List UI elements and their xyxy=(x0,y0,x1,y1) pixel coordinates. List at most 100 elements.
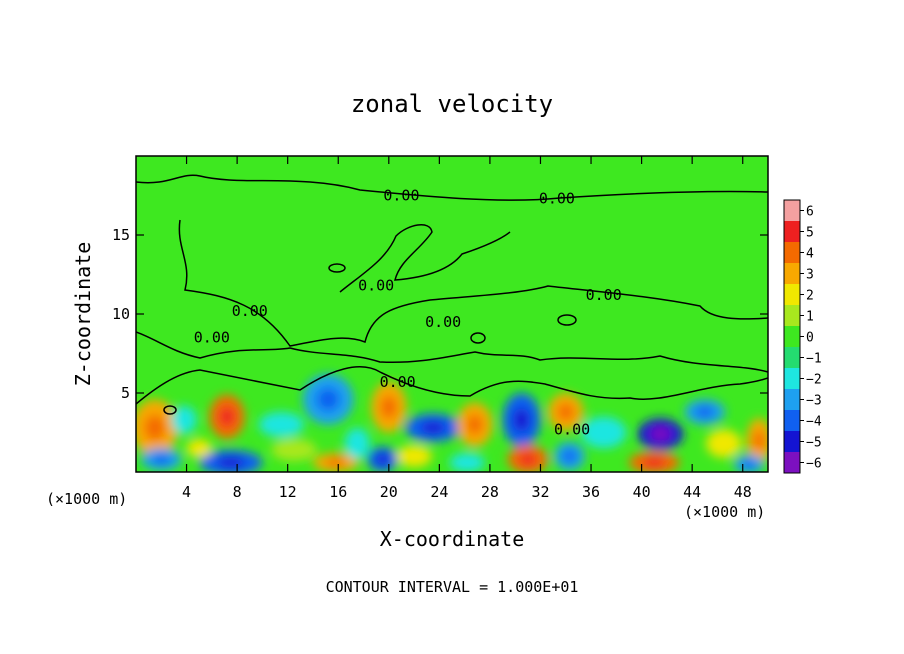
contour-line-boundary xyxy=(136,366,768,405)
colorbar-swatch xyxy=(784,368,800,390)
field-anomaly xyxy=(171,405,197,435)
contour-label: 0.00 xyxy=(358,277,394,295)
contour-line-middle xyxy=(178,219,768,347)
contour-label: 0.00 xyxy=(539,190,575,208)
colorbar-tick-label: 2 xyxy=(806,289,814,304)
y-axis: 5 10 15 xyxy=(112,226,768,402)
x-tick-label: 24 xyxy=(430,483,448,501)
x-tick-label: 12 xyxy=(279,483,297,501)
contour-line-inner xyxy=(339,224,511,293)
colorbar-tick-label: 4 xyxy=(806,247,814,262)
x-tick-label: 40 xyxy=(633,483,651,501)
field-anomaly xyxy=(344,427,370,460)
colorbar-tick-label: 3 xyxy=(806,268,814,283)
contour-loop xyxy=(557,314,577,326)
colorbar-swatch xyxy=(784,221,800,243)
velocity-field xyxy=(136,374,768,472)
contour-line-lower xyxy=(136,331,768,373)
colorbar-tick-label: −6 xyxy=(806,457,822,472)
colorbar-swatch xyxy=(784,305,800,327)
field-anomaly-core xyxy=(518,452,537,466)
x-tick-label: 20 xyxy=(380,483,398,501)
colorbar-swatch xyxy=(784,410,800,432)
x-axis: 4 8 12 16 20 24 28 32 36 40 44 48 xyxy=(182,156,752,501)
colorbar-swatch xyxy=(784,200,800,222)
contour-loop xyxy=(328,263,346,273)
y-tick-label: 15 xyxy=(112,226,130,244)
y-tick-label: 10 xyxy=(112,305,130,323)
contour-label: 0.00 xyxy=(586,286,622,304)
colorbar-tick-label: −1 xyxy=(806,352,822,367)
field-anomaly xyxy=(186,438,212,458)
contour-lines xyxy=(136,174,768,415)
colorbar-swatch xyxy=(784,242,800,264)
field-anomalies xyxy=(136,374,768,472)
field-anomaly-core xyxy=(642,457,666,468)
field-anomaly-core xyxy=(753,430,765,451)
colorbar-swatch xyxy=(784,263,800,285)
field-anomaly-core xyxy=(380,395,397,419)
field-anomaly-core xyxy=(152,454,171,465)
colorbar-tick-label: 1 xyxy=(806,310,814,325)
x-tick-label: 32 xyxy=(531,483,549,501)
colorbar-tick-label: −5 xyxy=(806,436,822,451)
colorbar-tick-label: 6 xyxy=(806,205,814,220)
colorbar-swatch xyxy=(784,389,800,411)
contour-labels: 0.00 0.000.000.000.000.000.000.000.00 xyxy=(194,187,622,439)
field-anomaly-core xyxy=(375,453,390,466)
colorbar-swatch xyxy=(784,284,800,306)
contour-interval-note: CONTOUR INTERVAL = 1.000E+01 xyxy=(326,578,579,596)
x-tick-label: 44 xyxy=(683,483,701,501)
colorbar-tick-label: −4 xyxy=(806,415,822,430)
x-tick-label: 8 xyxy=(233,483,242,501)
field-anomaly-core xyxy=(325,458,346,467)
field-anomaly xyxy=(706,429,742,458)
field-anomaly-core xyxy=(562,449,577,463)
x-unit-right: (×1000 m) xyxy=(684,503,765,521)
contour-label: 0.00 xyxy=(194,329,230,347)
colorbar-swatch xyxy=(784,452,800,474)
colorbar-tick-label: −3 xyxy=(806,394,822,409)
field-anomaly-core xyxy=(420,421,446,435)
field-anomaly-core xyxy=(316,387,340,411)
x-tick-label: 48 xyxy=(734,483,752,501)
y-axis-label: Z-coordinate xyxy=(71,242,95,387)
contour-label: 0.00 xyxy=(380,373,416,391)
colorbar-swatch xyxy=(784,431,800,453)
field-anomaly-core xyxy=(742,459,756,469)
colorbar-tick-label: 5 xyxy=(806,226,814,241)
field-anomaly xyxy=(396,445,432,468)
x-axis-label: X-coordinate xyxy=(380,527,525,551)
colorbar-swatch xyxy=(784,326,800,348)
chart-title: zonal velocity xyxy=(351,90,553,118)
contour-label: 0.00 xyxy=(425,313,461,331)
contour-label: 0.00 xyxy=(554,420,590,438)
field-anomaly-core xyxy=(219,406,235,427)
contour-line-upper xyxy=(136,174,768,201)
field-anomaly-core xyxy=(557,403,574,421)
contour-loop xyxy=(163,405,177,415)
field-anomaly-core xyxy=(144,414,166,441)
field-anomaly xyxy=(258,411,305,438)
field-anomaly-core xyxy=(216,456,246,469)
x-tick-label: 4 xyxy=(182,483,191,501)
y-tick-label: 5 xyxy=(121,384,130,402)
colorbar: 6 5 4 3 2 1 0 −1 −2 −3 −4 −5 −6 xyxy=(783,199,822,474)
contour-loop xyxy=(470,332,486,344)
colorbar-swatch xyxy=(784,347,800,369)
field-anomaly-core xyxy=(695,406,714,418)
contour-label: 0.00 xyxy=(232,302,268,320)
field-anomaly-core xyxy=(512,407,531,432)
field-anomaly xyxy=(580,416,627,449)
x-tick-label: 16 xyxy=(329,483,347,501)
field-anomaly-core xyxy=(650,426,671,442)
colorbar-tick-label: −2 xyxy=(806,373,822,388)
field-anomaly xyxy=(271,438,317,461)
colorbar-tick-label: 0 xyxy=(806,331,814,346)
x-tick-label: 36 xyxy=(582,483,600,501)
x-unit-left: (×1000 m) xyxy=(46,490,127,508)
field-anomaly-core xyxy=(466,414,483,435)
field-anomaly xyxy=(449,453,485,472)
